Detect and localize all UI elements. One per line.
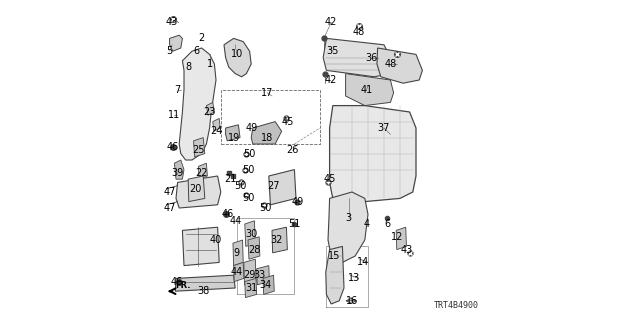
Text: 48: 48 — [352, 27, 365, 37]
Text: 50: 50 — [234, 180, 246, 191]
Text: 43: 43 — [165, 17, 177, 28]
Text: 38: 38 — [197, 286, 209, 296]
Text: 6: 6 — [384, 219, 390, 229]
Text: 6: 6 — [194, 46, 200, 56]
Text: 50: 50 — [242, 193, 254, 204]
Polygon shape — [245, 278, 257, 298]
Text: 49: 49 — [245, 123, 257, 133]
Polygon shape — [272, 227, 287, 253]
Polygon shape — [170, 35, 182, 51]
Text: 27: 27 — [268, 180, 280, 191]
Text: 31: 31 — [245, 283, 257, 293]
Text: 35: 35 — [326, 46, 339, 56]
Text: 42: 42 — [325, 75, 337, 85]
Polygon shape — [176, 176, 221, 208]
Text: 50: 50 — [259, 203, 272, 213]
Text: 15: 15 — [328, 251, 340, 261]
Text: 39: 39 — [171, 168, 183, 178]
Polygon shape — [248, 237, 260, 259]
Text: 46: 46 — [171, 276, 183, 287]
Text: 36: 36 — [365, 52, 378, 63]
Text: 30: 30 — [245, 228, 257, 239]
Text: 19: 19 — [227, 132, 240, 143]
Polygon shape — [233, 240, 243, 266]
Polygon shape — [179, 48, 216, 160]
Text: 45: 45 — [323, 174, 336, 184]
Text: 34: 34 — [259, 280, 272, 290]
Text: 42: 42 — [325, 17, 337, 28]
Polygon shape — [226, 125, 240, 141]
Text: 21: 21 — [224, 174, 237, 184]
Text: 50: 50 — [243, 148, 256, 159]
Polygon shape — [251, 122, 282, 144]
Text: 46: 46 — [221, 209, 234, 220]
Text: 50: 50 — [242, 164, 254, 175]
Text: 43: 43 — [400, 244, 413, 255]
Polygon shape — [377, 48, 422, 83]
Text: 47: 47 — [163, 203, 176, 213]
Text: 11: 11 — [168, 110, 180, 120]
Polygon shape — [244, 259, 256, 285]
Text: 9: 9 — [233, 248, 239, 258]
Text: 33: 33 — [253, 270, 266, 280]
Text: FR.: FR. — [175, 281, 191, 290]
Text: 10: 10 — [230, 49, 243, 60]
Text: 18: 18 — [261, 132, 273, 143]
Text: 8: 8 — [186, 62, 192, 72]
Text: 40: 40 — [210, 235, 222, 245]
Text: 29: 29 — [243, 270, 255, 280]
Text: 2: 2 — [198, 33, 205, 44]
Polygon shape — [396, 227, 406, 250]
Text: 32: 32 — [271, 235, 283, 245]
Text: 20: 20 — [189, 184, 202, 194]
Text: 16: 16 — [346, 296, 358, 306]
Polygon shape — [346, 74, 394, 106]
Polygon shape — [206, 102, 214, 115]
Polygon shape — [257, 266, 269, 285]
Text: 44: 44 — [229, 216, 241, 226]
Polygon shape — [193, 138, 205, 157]
Text: 25: 25 — [192, 145, 205, 156]
Text: 13: 13 — [348, 273, 360, 284]
Polygon shape — [174, 160, 184, 179]
Text: 49: 49 — [291, 196, 304, 207]
Text: 1: 1 — [207, 59, 212, 69]
Polygon shape — [198, 163, 207, 179]
Text: 28: 28 — [248, 244, 260, 255]
Polygon shape — [263, 275, 275, 294]
Polygon shape — [326, 246, 344, 304]
Polygon shape — [234, 262, 244, 282]
Text: TRT4B4900: TRT4B4900 — [433, 301, 479, 310]
Text: 22: 22 — [195, 168, 208, 178]
Text: 12: 12 — [390, 232, 403, 242]
Polygon shape — [182, 227, 219, 266]
Text: 7: 7 — [175, 84, 180, 95]
Polygon shape — [330, 106, 416, 202]
Polygon shape — [245, 221, 255, 246]
Text: 44: 44 — [230, 267, 243, 277]
Polygon shape — [328, 192, 368, 262]
Text: 23: 23 — [204, 107, 216, 117]
Text: 47: 47 — [163, 187, 176, 197]
Text: 41: 41 — [360, 84, 372, 95]
Text: 48: 48 — [384, 59, 397, 69]
Polygon shape — [212, 118, 220, 131]
Text: 51: 51 — [288, 219, 301, 229]
Text: 26: 26 — [287, 145, 299, 156]
Text: 3: 3 — [346, 212, 352, 223]
Text: 45: 45 — [282, 116, 294, 127]
Text: 4: 4 — [364, 219, 369, 229]
Polygon shape — [175, 275, 236, 291]
Text: 24: 24 — [210, 126, 222, 136]
Text: 37: 37 — [378, 123, 390, 133]
Text: 5: 5 — [166, 46, 173, 56]
Polygon shape — [269, 170, 296, 205]
Polygon shape — [224, 38, 251, 77]
Polygon shape — [188, 176, 205, 202]
Text: 17: 17 — [261, 88, 273, 98]
Text: 46: 46 — [166, 142, 179, 152]
Polygon shape — [323, 38, 394, 77]
Text: 14: 14 — [357, 257, 369, 268]
